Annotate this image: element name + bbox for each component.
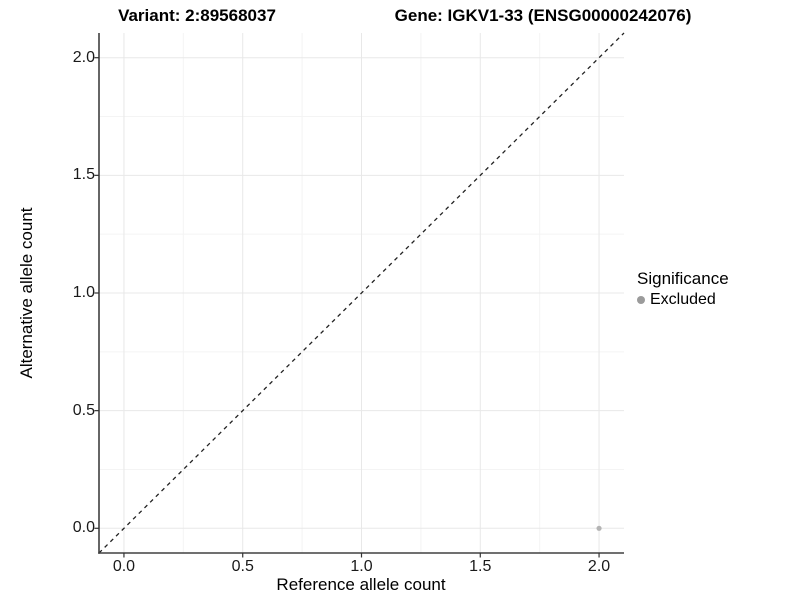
x-tick-label: 0.5 <box>231 558 254 575</box>
y-tick-label: 0.5 <box>72 401 95 419</box>
y-tick-label: 0.0 <box>72 519 95 537</box>
x-tick-label: 2.0 <box>587 558 611 575</box>
y-tick-label: 2.0 <box>72 48 95 66</box>
legend-entry: Excluded <box>637 291 729 309</box>
identity-line <box>98 32 625 554</box>
x-tick-label: 1.5 <box>469 558 492 575</box>
plot-title-gene: Gene: IGKV1-33 (ENSG00000242076) <box>394 6 692 25</box>
x-tick-label: 1.0 <box>350 558 373 575</box>
legend: Significance Excluded <box>637 269 729 309</box>
legend-point-icon <box>637 296 645 304</box>
x-tick-label: 0.0 <box>112 558 136 575</box>
y-axis-title: Alternative allele count <box>17 207 36 379</box>
plot-title-variant: Variant: 2:89568037 <box>118 6 276 25</box>
x-axis-title: Reference allele count <box>276 575 446 594</box>
legend-entries: Excluded <box>637 291 729 309</box>
y-tick-label: 1.5 <box>72 166 95 184</box>
legend-title: Significance <box>637 269 729 288</box>
data-point <box>596 525 602 531</box>
y-tick-label: 1.0 <box>72 284 95 301</box>
legend-label: Excluded <box>650 291 716 308</box>
